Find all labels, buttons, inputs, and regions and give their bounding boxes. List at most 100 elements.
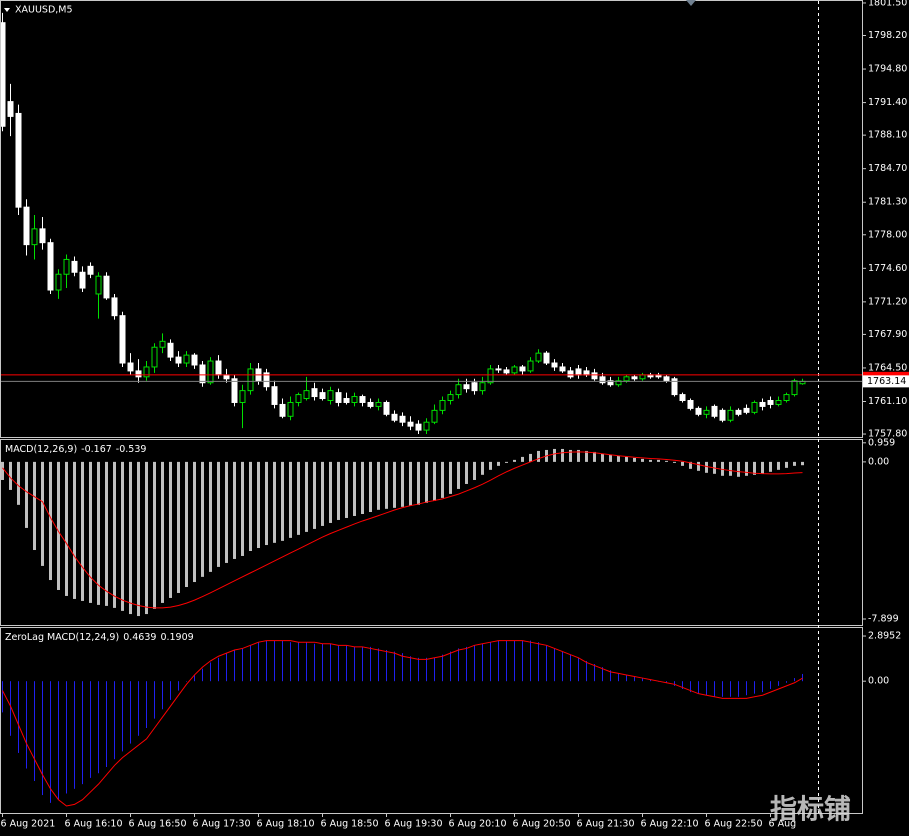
shift-marker[interactable] (686, 0, 696, 6)
histogram-bar (10, 681, 11, 736)
histogram-bar (681, 461, 684, 466)
histogram-bar (714, 681, 715, 697)
histogram-bar (673, 461, 676, 463)
histogram-bar (50, 681, 51, 803)
histogram-bar (457, 461, 460, 489)
y-tick-label: 1784.70 (868, 163, 907, 174)
histogram-bar (618, 673, 619, 682)
histogram-bar (113, 461, 116, 608)
indicator-title: MACD(12,26,9) (5, 444, 77, 455)
candle-body (695, 407, 702, 415)
histogram-bar (537, 450, 540, 462)
candle-body (319, 392, 326, 400)
candle-body (1, 22, 6, 127)
histogram-bar (105, 461, 108, 606)
histogram-bar (57, 461, 60, 590)
histogram-bar (609, 454, 612, 462)
candle-body (391, 413, 398, 421)
y-tick-label: 2.8952 (868, 631, 901, 642)
histogram-bar (458, 648, 459, 682)
histogram-bar (274, 640, 275, 682)
histogram-bar (273, 461, 276, 543)
candle-body (31, 228, 38, 246)
candle-body (535, 352, 542, 362)
x-tick-label: 6 Aug 2021 (1, 819, 56, 830)
histogram-bar (18, 681, 19, 753)
histogram-bar (25, 461, 28, 528)
y-tick-label: 1778.00 (868, 229, 907, 240)
x-tick-label: 6 Aug 16:10 (65, 819, 123, 830)
candle-body (55, 273, 62, 291)
histogram-bar (130, 681, 131, 744)
histogram-bar (722, 681, 723, 697)
y-tick-label: 1781.30 (868, 197, 907, 208)
histogram-bar (225, 461, 228, 563)
histogram-bar (697, 461, 700, 471)
histogram-bar (186, 681, 187, 682)
histogram-bar (409, 461, 412, 506)
histogram-bar (89, 461, 92, 603)
histogram-bar (266, 640, 267, 682)
histogram-bar (802, 673, 803, 682)
histogram-bar (314, 643, 315, 682)
candle-body (639, 374, 646, 380)
chart-title: XAUUSD,M5 (15, 5, 73, 16)
candle-body (519, 366, 526, 372)
histogram-bar (154, 681, 155, 719)
histogram-bar (769, 461, 772, 472)
histogram-bar (794, 678, 795, 682)
y-tick-label: 1801.50 (868, 0, 907, 8)
y-tick-label: 0.00 (868, 676, 889, 687)
histogram-bar (65, 461, 68, 596)
histogram-bar (345, 461, 348, 518)
histogram-bar (169, 461, 172, 598)
histogram-bar (586, 660, 587, 682)
candle-body (775, 400, 782, 405)
histogram-bar (217, 461, 220, 567)
histogram-bar (505, 461, 508, 463)
histogram-bar (665, 460, 668, 462)
candle-body (719, 409, 726, 421)
histogram-bar (770, 681, 771, 689)
histogram-bar (562, 651, 563, 682)
candle-body (711, 405, 718, 417)
histogram-bar (2, 681, 3, 713)
candle-body (671, 378, 678, 396)
candle-body (479, 382, 486, 392)
y-tick-label: 0.959 (868, 437, 895, 448)
histogram-bar (778, 681, 779, 686)
candle-body (271, 386, 278, 405)
histogram-bar (706, 681, 707, 696)
histogram-bar (178, 681, 179, 691)
x-tick-label: 6 Aug 19:30 (385, 819, 443, 830)
indicator-readout: 0.4639 (123, 632, 156, 643)
symbol-menu-icon[interactable] (4, 8, 10, 12)
candle-body (111, 297, 118, 317)
histogram-bar (602, 667, 603, 682)
candle-body (607, 380, 614, 386)
histogram-bar (785, 461, 788, 468)
histogram-bar (594, 664, 595, 682)
candle-body (143, 366, 150, 378)
histogram-bar (281, 461, 284, 541)
candle-body (559, 366, 566, 372)
histogram-bar (786, 681, 787, 683)
y-tick-label: -7.899 (868, 614, 899, 625)
x-tick-label: 6 Aug 22:50 (705, 819, 763, 830)
histogram-bar (298, 642, 299, 682)
histogram-bar (138, 681, 139, 736)
candle-body (583, 370, 590, 376)
histogram-bar (74, 681, 75, 789)
y-tick-label: 1794.80 (868, 64, 907, 75)
histogram-bar (745, 461, 748, 476)
y-tick-label: 0.00 (868, 456, 889, 467)
candle-body (159, 340, 166, 348)
histogram-bar (218, 657, 219, 682)
histogram-bar (177, 461, 180, 593)
candle-body (383, 401, 390, 415)
indicator-label: MACD(12,26,9) -0.167 -0.539 (5, 444, 146, 455)
candle-body (287, 401, 294, 417)
candle-body (231, 378, 238, 403)
histogram-bar (402, 653, 403, 682)
